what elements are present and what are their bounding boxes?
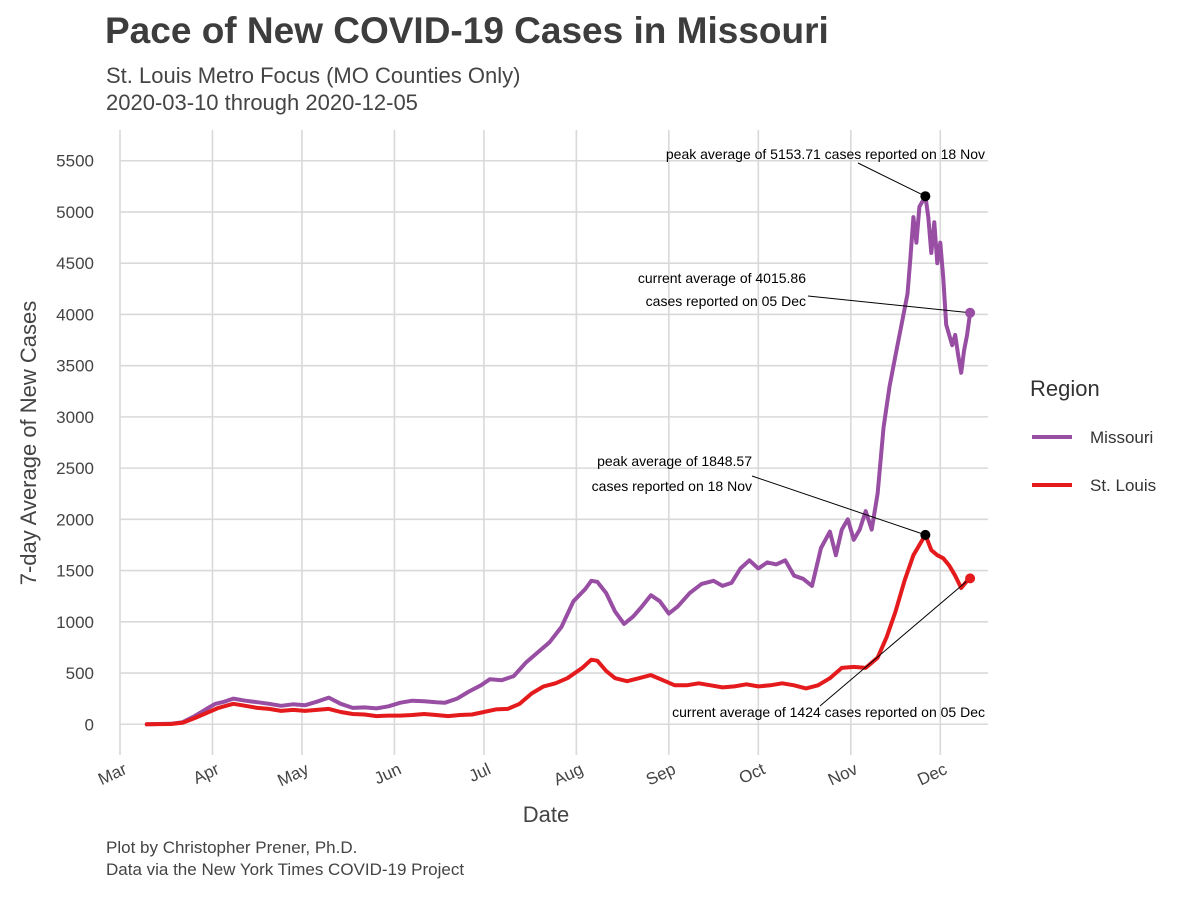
y-tick-label: 1000	[56, 613, 94, 632]
x-tick-label: Oct	[736, 759, 768, 788]
y-tick-label: 4000	[56, 305, 94, 324]
x-tick-label: Jun	[371, 759, 404, 788]
chart-subtitle-line-2: 2020-03-10 through 2020-12-05	[106, 90, 418, 115]
annotation-leader-line	[819, 577, 971, 707]
legend: Region Missouri St. Louis	[1030, 376, 1156, 495]
x-tick-label: May	[274, 759, 312, 790]
y-axis-ticks: 0 500 1000 1500 2000 2500 3000 3500 4000 4500 5000…	[56, 152, 94, 735]
annotation-point	[920, 191, 931, 202]
series-line-missouri	[144, 194, 973, 727]
y-tick-label: 500	[66, 664, 94, 683]
annotation-label: current average of 4015.86	[638, 270, 806, 286]
x-tick-label: Dec	[915, 759, 951, 789]
annotation-point	[965, 307, 976, 318]
annotation-label: cases reported on 05 Dec	[646, 293, 806, 309]
y-tick-label: 1500	[56, 562, 94, 581]
annotation-leader-line	[807, 295, 971, 314]
y-axis-label: 7-day Average of New Cases	[16, 301, 41, 586]
annotation-label: cases reported on 18 Nov	[592, 478, 752, 494]
legend-title: Region	[1030, 376, 1100, 401]
x-tick-label: Aug	[551, 759, 586, 789]
x-tick-label: Sep	[643, 759, 678, 789]
x-tick-label: Apr	[190, 759, 222, 788]
y-tick-label: 3500	[56, 357, 94, 376]
y-tick-label: 0	[85, 715, 94, 734]
y-tick-label: 4500	[56, 254, 94, 273]
x-axis-label: Date	[523, 802, 569, 827]
series-line-st-louis	[144, 532, 973, 727]
grid-lines	[119, 130, 988, 755]
caption-line-1: Plot by Christopher Prener, Ph.D.	[106, 838, 358, 857]
annotation-point	[965, 573, 976, 584]
legend-label: Missouri	[1090, 428, 1153, 447]
chart-title: Pace of New COVID-19 Cases in Missouri	[105, 10, 829, 51]
y-tick-label: 5500	[56, 152, 94, 171]
x-axis-ticks: Mar Apr May Jun Jul Aug Sep Oct Nov Dec	[95, 759, 950, 790]
annotation-label: peak average of 1848.57	[597, 453, 752, 469]
caption-line-2: Data via the New York Times COVID-19 Pro…	[106, 860, 465, 879]
series-lines	[144, 194, 973, 727]
y-tick-label: 5000	[56, 203, 94, 222]
annotation-leader-line	[857, 162, 926, 197]
annotation-label: peak average of 5153.71 cases reported o…	[666, 146, 985, 162]
x-tick-label: Nov	[825, 759, 861, 789]
legend-label: St. Louis	[1090, 476, 1156, 495]
annotations: peak average of 5153.71 cases reported o…	[592, 146, 985, 720]
y-tick-label: 3000	[56, 408, 94, 427]
x-tick-label: Jul	[466, 759, 494, 785]
annotation-leader-line	[751, 475, 926, 536]
y-tick-label: 2000	[56, 510, 94, 529]
annotation-point	[920, 529, 931, 540]
y-tick-label: 2500	[56, 459, 94, 478]
annotation-label: current average of 1424 cases reported o…	[672, 704, 985, 720]
chart-subtitle-line-1: St. Louis Metro Focus (MO Counties Only)	[106, 63, 521, 88]
x-tick-label: Mar	[95, 759, 130, 789]
